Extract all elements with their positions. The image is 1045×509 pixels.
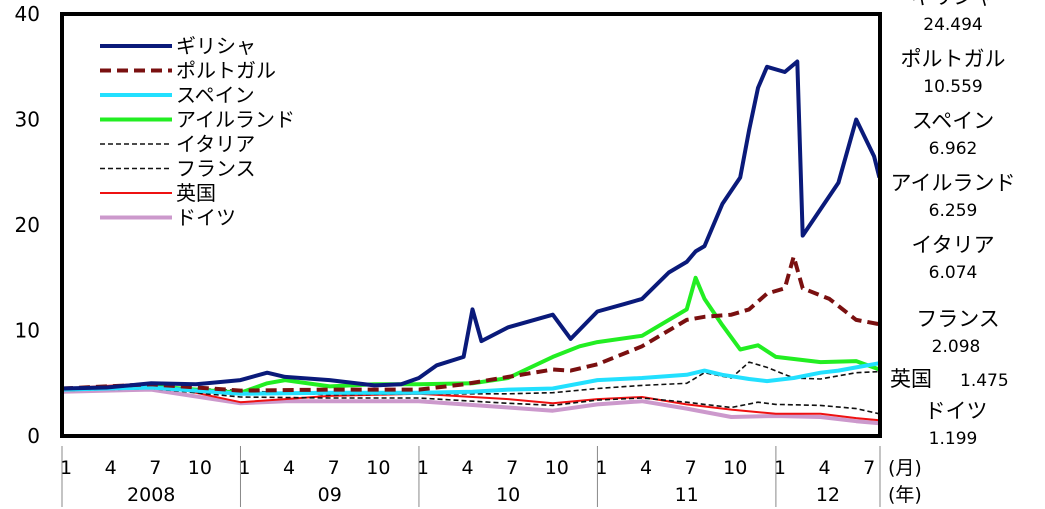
x-month-tick-label: 4 bbox=[818, 457, 830, 479]
x-month-tick-label: 4 bbox=[105, 457, 117, 479]
x-axis: 1 4 7 10 1 4 7 10 1 4 7 10 1 4 7 10 1 4 7 2008 09 10 11 12 bbox=[60, 446, 881, 507]
x-month-tick-label: 10 bbox=[545, 457, 569, 479]
series-line bbox=[61, 254, 880, 393]
end-series-name: アイルランド bbox=[891, 171, 1016, 195]
end-value-label: 1.199 bbox=[929, 429, 978, 449]
x-month-tick-label: 4 bbox=[283, 457, 295, 479]
x-month-tick-label: 7 bbox=[506, 457, 518, 479]
end-value-label: 24.494 bbox=[923, 15, 982, 35]
y-tick-label: 40 bbox=[15, 2, 40, 26]
x-month-tick-label: 1 bbox=[595, 457, 607, 479]
legend-label: ギリシャ bbox=[176, 34, 256, 58]
series-line bbox=[61, 382, 880, 422]
x-year-label: 09 bbox=[318, 484, 342, 506]
series-line bbox=[61, 387, 880, 415]
legend-label: アイルランド bbox=[176, 108, 295, 132]
legend-label: ポルトガル bbox=[176, 59, 276, 83]
x-month-tick-label: 7 bbox=[328, 457, 340, 479]
end-series-name: フランス bbox=[916, 307, 1000, 331]
plot-frame bbox=[60, 12, 882, 438]
end-value-label: 6.962 bbox=[929, 139, 978, 159]
series-lines bbox=[61, 59, 882, 426]
x-month-tick-label: 1 bbox=[774, 457, 786, 479]
end-series-name: イタリア bbox=[911, 233, 994, 257]
end-value-label: 1.475 bbox=[960, 371, 1009, 391]
legend-label: スペイン bbox=[176, 83, 255, 107]
end-value-labels: ギリシャ 24.494 ポルトガル 10.559 スペイン 6.962 アイルランド 6.25… bbox=[890, 0, 1015, 449]
series-line bbox=[61, 361, 880, 396]
x-month-tick-label: 1 bbox=[417, 457, 429, 479]
y-tick-label: 0 bbox=[27, 424, 40, 448]
x-year-label: 10 bbox=[496, 484, 520, 506]
series-line bbox=[61, 361, 880, 396]
end-value-label: 6.074 bbox=[929, 263, 978, 283]
x-month-tick-label: 1 bbox=[60, 457, 72, 479]
end-series-name: ギリシャ bbox=[911, 0, 995, 9]
end-value-label: 2.098 bbox=[932, 337, 981, 357]
x-month-tick-label: 10 bbox=[188, 457, 212, 479]
end-series-name: スペイン bbox=[912, 109, 995, 133]
y-tick-label: 20 bbox=[15, 213, 40, 237]
end-series-name: 英国 bbox=[890, 367, 932, 391]
x-month-tick-label: 10 bbox=[723, 457, 747, 479]
x-unit-month-label: (月) bbox=[888, 457, 922, 479]
series-line bbox=[61, 387, 880, 426]
x-month-tick-label: 4 bbox=[640, 457, 652, 479]
end-series-name: ドイツ bbox=[925, 399, 988, 423]
x-unit-year-label: (年) bbox=[888, 484, 922, 506]
x-month-tick-label: 1 bbox=[238, 457, 250, 479]
legend-label: イタリア bbox=[176, 132, 255, 156]
end-value-label: 10.559 bbox=[923, 77, 982, 97]
y-axis-tick-labels: 0 10 20 30 40 bbox=[15, 2, 40, 448]
x-month-tick-label: 7 bbox=[863, 457, 875, 479]
end-value-label: 6.259 bbox=[929, 201, 978, 221]
legend-label: ドイツ bbox=[176, 206, 236, 230]
series-line bbox=[61, 275, 881, 395]
x-month-tick-label: 4 bbox=[462, 457, 474, 479]
legend-label: 英国 bbox=[176, 181, 216, 205]
x-year-label: 12 bbox=[816, 484, 840, 506]
end-series-name: ポルトガル bbox=[901, 47, 1006, 71]
series-line bbox=[61, 59, 882, 391]
y-tick-label: 30 bbox=[15, 108, 40, 132]
x-month-tick-label: 10 bbox=[366, 457, 390, 479]
y-tick-label: 10 bbox=[15, 319, 40, 343]
x-year-label: 2008 bbox=[127, 484, 175, 506]
x-month-tick-label: 7 bbox=[685, 457, 697, 479]
x-year-label: 11 bbox=[675, 484, 699, 506]
legend-label: フランス bbox=[176, 157, 256, 181]
x-month-tick-label: 7 bbox=[149, 457, 161, 479]
